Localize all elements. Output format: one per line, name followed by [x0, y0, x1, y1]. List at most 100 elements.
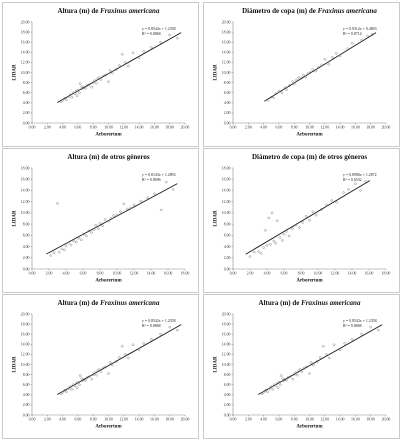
- data-point: [125, 207, 129, 211]
- data-point: [92, 228, 96, 232]
- x-tick-label: 18.00: [366, 126, 375, 130]
- y-tick-label: 18.00: [21, 322, 30, 326]
- x-tick-label: 16.00: [164, 272, 173, 276]
- y-axis-label: LIDAR: [13, 64, 18, 81]
- data-point: [311, 210, 315, 214]
- data-point: [264, 388, 268, 392]
- data-point: [347, 187, 351, 191]
- y-tick-label: 4.00: [23, 393, 30, 397]
- data-point: [343, 341, 347, 345]
- y-axis-label: LIDAR: [13, 210, 18, 227]
- data-point: [64, 244, 68, 248]
- x-tick-label: 14.00: [336, 126, 345, 130]
- y-tick-label: 12.00: [222, 200, 231, 204]
- data-point: [278, 236, 282, 240]
- data-point: [83, 86, 88, 90]
- data-point: [294, 78, 299, 82]
- chart-frame: [2, 2, 199, 147]
- y-tick-label: 4.00: [224, 393, 231, 397]
- trend-line: [57, 324, 182, 395]
- chart-title: Altura (m) de otros géneros: [67, 153, 149, 161]
- data-point: [262, 246, 266, 250]
- data-point: [142, 49, 146, 53]
- data-point: [277, 380, 281, 384]
- data-point: [152, 192, 156, 196]
- data-point: [146, 196, 150, 200]
- data-point: [49, 253, 53, 258]
- x-tick-label: 12.00: [119, 126, 128, 130]
- data-point: [327, 62, 331, 66]
- data-point: [314, 213, 318, 217]
- y-tick-label: 2.00: [224, 403, 231, 407]
- chart-title-prefix: Altura (m) de: [259, 299, 302, 307]
- y-tick-label: 8.00: [23, 373, 30, 377]
- data-point: [78, 82, 82, 86]
- x-tick-label: 8.00: [291, 126, 298, 130]
- data-point: [268, 387, 272, 391]
- data-point: [164, 180, 168, 184]
- x-tick-label: 14.00: [147, 272, 156, 276]
- data-point: [279, 374, 283, 378]
- data-point: [284, 88, 289, 92]
- y-tick-label: 16.00: [21, 178, 30, 182]
- data-point: [142, 341, 146, 345]
- data-point: [60, 247, 64, 251]
- y-tick-label: 2.00: [224, 111, 231, 115]
- data-point: [109, 216, 113, 221]
- data-point: [85, 376, 89, 380]
- data-point: [103, 73, 108, 77]
- data-point: [353, 182, 357, 186]
- regression-equation: y = 0.8143x + 1.2893: [142, 173, 176, 177]
- data-point: [376, 328, 380, 332]
- data-point: [77, 383, 81, 387]
- data-point: [94, 223, 98, 227]
- data-point: [273, 241, 278, 245]
- trend-line: [258, 324, 383, 395]
- y-tick-label: 12.00: [21, 353, 30, 357]
- data-point: [99, 370, 103, 374]
- data-point: [52, 251, 56, 255]
- chart-title: Altura (m) de Fraxinus americana: [58, 299, 160, 307]
- data-point: [131, 51, 135, 55]
- data-point: [62, 248, 66, 252]
- x-tick-label: 12.00: [119, 418, 128, 422]
- x-tick-label: 0.00: [230, 126, 237, 130]
- data-point: [324, 203, 329, 207]
- x-tick-label: 2.00: [44, 126, 51, 130]
- x-tick-label: 18.00: [366, 418, 375, 422]
- data-point: [126, 356, 130, 360]
- y-axis-label: LIDAR: [214, 210, 219, 227]
- trend-line: [264, 32, 377, 102]
- data-point: [301, 220, 305, 224]
- chart-svg: 0.00 2.00 4.00 6.00 8.00 10.00 12.00 14.00 16.00…: [2, 294, 199, 439]
- y-tick-label: 14.00: [222, 51, 231, 55]
- y-tick-label: 0.00: [23, 267, 30, 271]
- chart-panel-altura-fraxinus-3: 0.00 2.00 4.00 6.00 8.00 10.00 12.00 14.00 16.00…: [203, 294, 400, 439]
- data-point: [89, 230, 94, 235]
- chart-title-species: Fraxinus americana: [100, 7, 160, 15]
- x-tick-label: 18.00: [165, 418, 174, 422]
- data-point: [59, 392, 63, 396]
- y-tick-label: 12.00: [21, 200, 30, 204]
- data-point: [106, 219, 111, 223]
- data-point: [91, 81, 95, 85]
- data-point: [171, 187, 175, 191]
- y-axis-label: LIDAR: [214, 64, 219, 81]
- chart-svg: 0.00 2.00 4.00 6.00 8.00 10.00 12.00 14.00 16.00…: [203, 294, 400, 439]
- data-point: [75, 94, 79, 98]
- data-point: [63, 96, 67, 100]
- data-point: [292, 373, 296, 377]
- data-point: [364, 179, 368, 184]
- x-tick-label: 20.00: [382, 126, 391, 130]
- data-point: [73, 92, 77, 96]
- data-point: [61, 98, 65, 102]
- data-point: [346, 47, 350, 51]
- data-point: [284, 378, 289, 382]
- data-point: [274, 92, 278, 96]
- chart-svg: 0.00 2.00 4.00 6.00 8.00 10.00 12.00 14.00 16.00…: [203, 2, 400, 147]
- data-point: [158, 40, 163, 44]
- r-squared-label: R² = 0.8868: [142, 324, 161, 328]
- data-point: [263, 228, 267, 232]
- y-tick-label: 20.00: [222, 312, 231, 316]
- x-tick-label: 2.00: [245, 126, 252, 130]
